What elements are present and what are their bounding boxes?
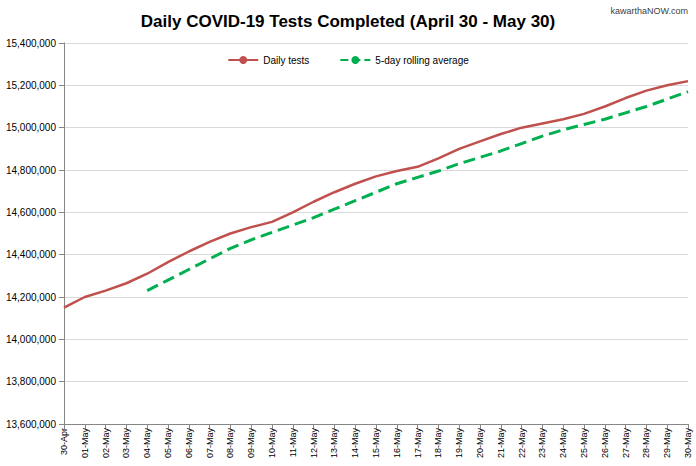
svg-text:21-May: 21-May xyxy=(496,428,506,459)
svg-text:05-May: 05-May xyxy=(163,428,173,459)
svg-text:14,000,000: 14,000,000 xyxy=(6,334,56,345)
svg-text:14,800,000: 14,800,000 xyxy=(6,165,56,176)
svg-text:07-May: 07-May xyxy=(205,428,215,459)
svg-text:12-May: 12-May xyxy=(309,428,319,459)
svg-text:30-Apr: 30-Apr xyxy=(59,428,69,455)
svg-text:11-May: 11-May xyxy=(288,428,298,458)
svg-text:13,600,000: 13,600,000 xyxy=(6,419,56,430)
svg-text:17-May: 17-May xyxy=(413,428,423,459)
svg-text:13-May: 13-May xyxy=(329,428,339,459)
svg-text:24-May: 24-May xyxy=(558,428,568,459)
svg-text:kawarthaNOW.com: kawarthaNOW.com xyxy=(610,6,688,16)
svg-text:22-May: 22-May xyxy=(517,428,527,459)
svg-text:30-May: 30-May xyxy=(683,428,693,459)
svg-text:29-May: 29-May xyxy=(662,428,672,459)
svg-text:18-May: 18-May xyxy=(433,428,443,459)
svg-text:01-May: 01-May xyxy=(80,428,90,459)
svg-text:26-May: 26-May xyxy=(600,428,610,459)
svg-text:02-May: 02-May xyxy=(101,428,111,459)
svg-text:19-May: 19-May xyxy=(454,428,464,459)
svg-text:27-May: 27-May xyxy=(621,428,631,459)
svg-text:13,800,000: 13,800,000 xyxy=(6,376,56,387)
svg-text:08-May: 08-May xyxy=(225,428,235,459)
svg-text:Daily COVID-19 Tests Completed: Daily COVID-19 Tests Completed (April 30… xyxy=(141,12,555,31)
svg-text:03-May: 03-May xyxy=(121,428,131,459)
svg-text:28-May: 28-May xyxy=(641,428,651,459)
svg-text:14,400,000: 14,400,000 xyxy=(6,249,56,260)
svg-text:10-May: 10-May xyxy=(267,428,277,459)
svg-text:Daily tests: Daily tests xyxy=(263,55,309,66)
svg-text:14-May: 14-May xyxy=(350,428,360,459)
svg-text:25-May: 25-May xyxy=(579,428,589,459)
svg-text:04-May: 04-May xyxy=(142,428,152,459)
svg-text:15-May: 15-May xyxy=(371,428,381,459)
svg-text:06-May: 06-May xyxy=(184,428,194,459)
svg-text:15,200,000: 15,200,000 xyxy=(6,80,56,91)
svg-text:20-May: 20-May xyxy=(475,428,485,459)
svg-text:14,200,000: 14,200,000 xyxy=(6,292,56,303)
svg-text:23-May: 23-May xyxy=(537,428,547,459)
svg-text:5-day rolling average: 5-day rolling average xyxy=(375,55,469,66)
svg-text:16-May: 16-May xyxy=(392,428,402,459)
svg-text:15,000,000: 15,000,000 xyxy=(6,122,56,133)
svg-text:15,400,000: 15,400,000 xyxy=(6,38,56,49)
svg-text:09-May: 09-May xyxy=(246,428,256,459)
svg-text:14,600,000: 14,600,000 xyxy=(6,207,56,218)
